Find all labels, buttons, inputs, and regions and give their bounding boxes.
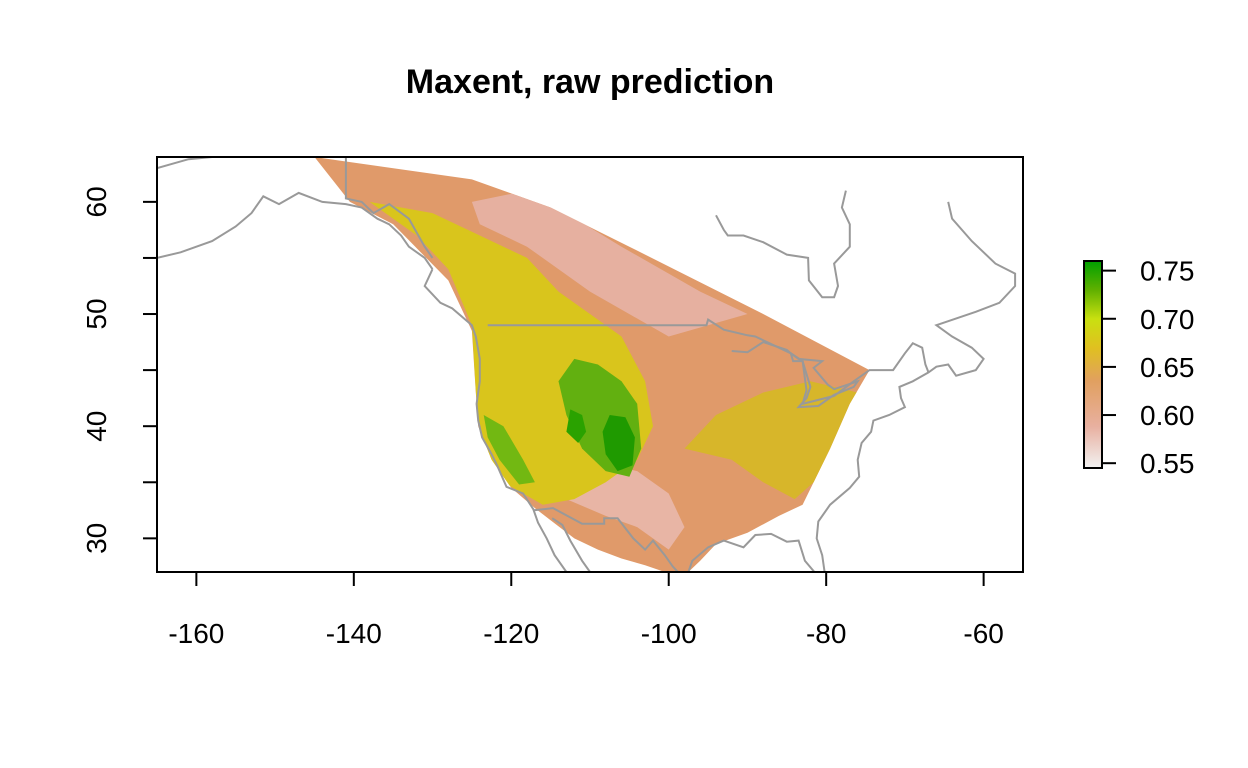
prediction-raster [314,157,870,572]
y-tick-label: 60 [81,186,112,217]
legend-tick-label: 0.55 [1140,448,1195,479]
colorbar-gradient [1083,260,1103,469]
x-tick-label: -120 [483,618,539,649]
x-tick-label: -60 [963,618,1003,649]
basemap-lines [157,157,1017,572]
y-axis: 30 40 50 60 [81,186,158,554]
hudson-bay-coastline [715,190,851,299]
alaska-coastline [157,191,434,270]
legend-tick-label: 0.65 [1140,352,1195,383]
gulf-coastline [687,532,816,572]
x-tick-label: -100 [641,618,697,649]
legend-tick-label: 0.70 [1140,304,1195,335]
chart-title: Maxent, raw prediction [406,63,774,101]
max-suitability-zone-colorado [602,415,635,472]
alaska-canada-border [344,157,434,259]
legend-tick-label: 0.75 [1140,256,1195,287]
y-tick-label: 30 [81,523,112,554]
us-canada-border [487,318,930,406]
high-suitability-zone-sierra [483,415,535,485]
great-lakes [731,341,861,409]
x-tick-label: -160 [168,618,224,649]
us-mexico-border [533,507,680,572]
arctic-coastline [157,157,213,170]
map-panel [157,157,1017,572]
moderate-suitability-zone-east [684,381,858,500]
max-suitability-zone-utah [566,409,587,443]
mexico-coastline [551,517,591,572]
legend-colorbar: 0.55 0.60 0.65 0.70 0.75 [1083,256,1195,479]
legend-tick-label: 0.60 [1140,400,1195,431]
low-suitability-zone-northeast [471,190,748,337]
atlantic-coastline [815,201,1017,572]
x-tick-label: -80 [806,618,846,649]
x-axis: -160 -140 -120 -100 -80 -60 [168,571,1004,649]
y-tick-label: 40 [81,411,112,442]
x-tick-label: -140 [326,618,382,649]
y-tick-label: 50 [81,298,112,329]
pacific-coastline [423,268,568,572]
